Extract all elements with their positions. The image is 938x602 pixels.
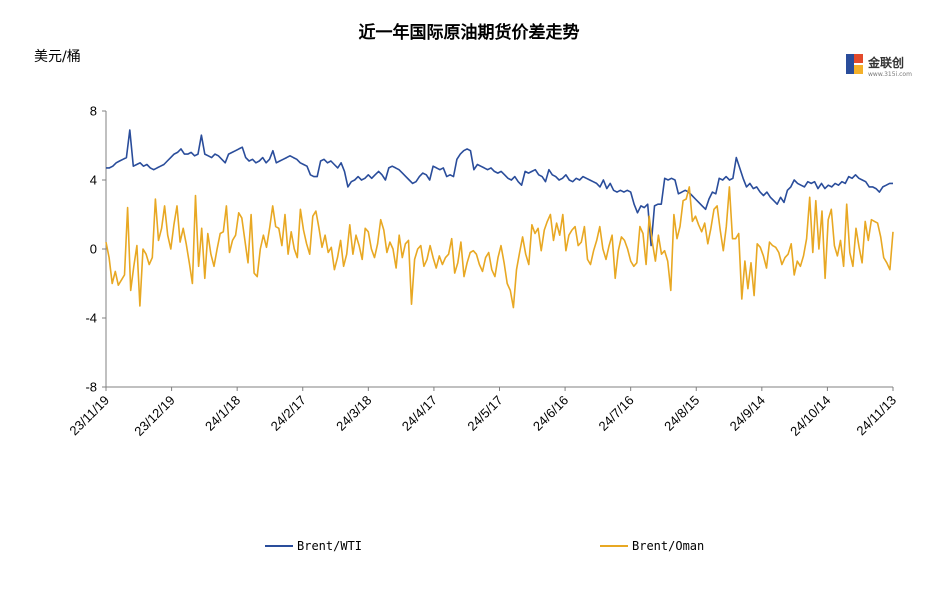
logo-text: 金联创 [868, 56, 905, 70]
y-tick-label: 4 [90, 173, 97, 188]
y-tick-label: 0 [90, 242, 97, 257]
legend-label: Brent/WTI [297, 539, 362, 553]
legend-label: Brent/Oman [632, 539, 704, 553]
y-tick-label: -4 [85, 311, 97, 326]
x-tick-label: 23/11/19 [66, 393, 112, 439]
x-tick-label: 24/5/17 [464, 393, 505, 434]
x-tick-label: 24/8/15 [661, 393, 702, 434]
x-tick-label: 23/12/19 [131, 393, 177, 439]
x-tick-label: 24/2/17 [268, 393, 309, 434]
x-tick-label: 24/7/16 [596, 393, 637, 434]
series-line-brent-wti [106, 129, 893, 247]
y-axis-ticks: 8 4 0 -4 -8 [85, 104, 106, 395]
y-tick-label: -8 [85, 380, 97, 395]
x-tick-label: 24/6/16 [530, 393, 571, 434]
chart-legend: Brent/WTI Brent/Oman [265, 539, 704, 553]
brand-logo: 金联创 www.315i.com [846, 50, 916, 82]
series-line-brent-oman [105, 186, 894, 309]
logo-mark-icon [846, 54, 863, 74]
chart-title: 近一年国际原油期货价差走势 [358, 23, 580, 43]
series-lines [105, 129, 894, 309]
logo-url: www.315i.com [868, 71, 912, 78]
x-tick-label: 24/11/13 [853, 393, 899, 439]
x-tick-label: 24/3/18 [333, 393, 374, 434]
y-axis-unit-label: 美元/桶 [34, 49, 81, 65]
y-tick-label: 8 [90, 104, 97, 119]
x-tick-label: 24/1/18 [202, 393, 243, 434]
x-axis-ticks: 23/11/19 23/12/19 24/1/18 24/2/17 24/3/18 24/… [66, 387, 899, 439]
x-tick-label: 24/4/17 [399, 393, 440, 434]
x-tick-label: 24/10/14 [787, 393, 833, 439]
x-tick-label: 24/9/14 [727, 393, 768, 434]
